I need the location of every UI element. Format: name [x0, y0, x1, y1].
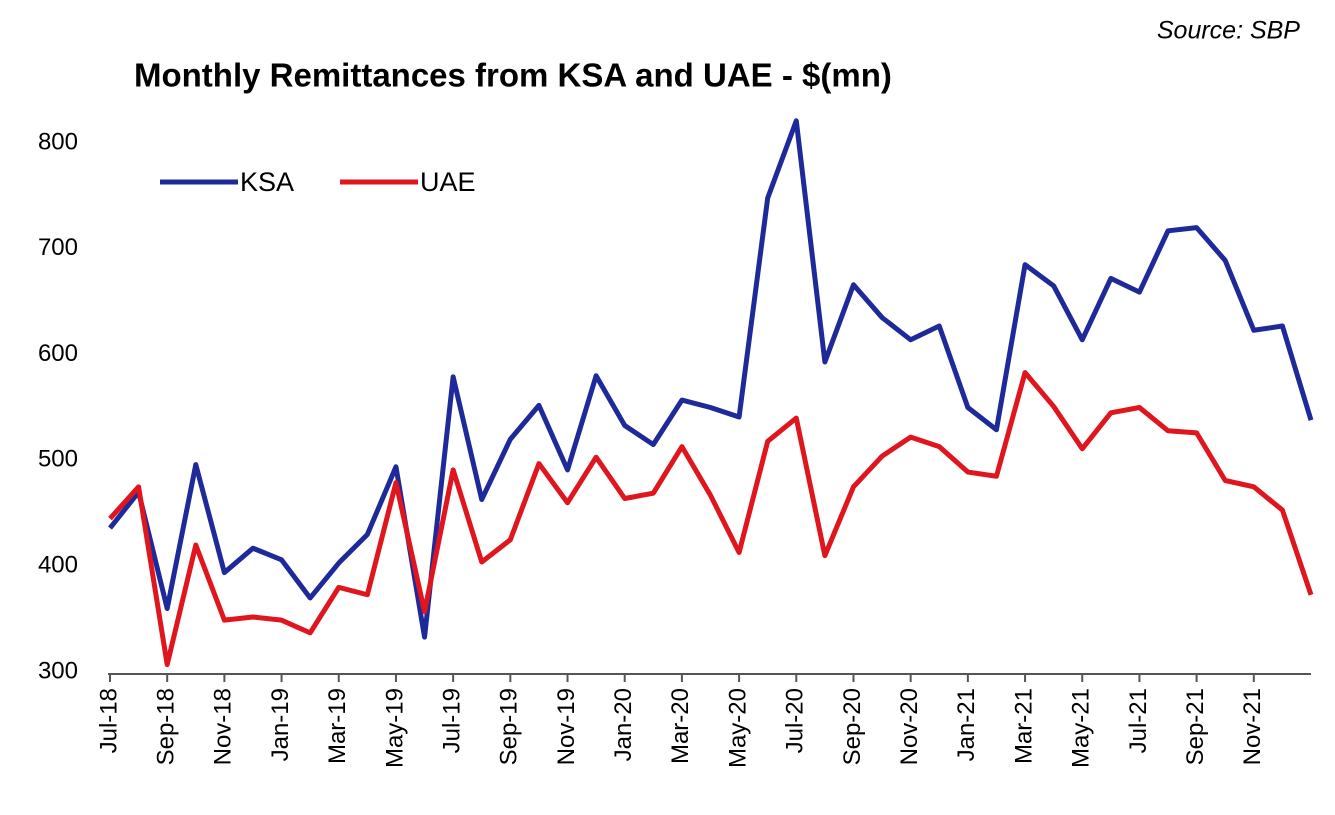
x-tick-label: May-21: [1068, 688, 1095, 768]
y-tick-label: 600: [38, 340, 78, 367]
line-series: [108, 370, 1314, 668]
x-tick-label: Jul-18: [95, 688, 122, 753]
x-tick-label: Nov-18: [210, 688, 237, 765]
x-tick-label: Sep-18: [153, 688, 180, 765]
x-tick-label: Jan-20: [610, 688, 637, 761]
x-tick-label: Jan-19: [267, 688, 294, 761]
x-tick-label: Jul-20: [782, 688, 809, 753]
y-tick-label: 700: [38, 234, 78, 261]
legend-label: KSA: [240, 167, 294, 197]
x-tick-label: Jan-21: [953, 688, 980, 761]
x-tick-label: May-20: [724, 688, 751, 768]
legend-label: UAE: [420, 167, 476, 197]
x-tick-label: Sep-21: [1182, 688, 1209, 765]
x-tick-label: Jul-19: [438, 688, 465, 753]
x-tick-label: Jul-21: [1125, 688, 1152, 753]
y-tick-label: 800: [38, 128, 78, 155]
y-tick-label: 300: [38, 657, 78, 684]
x-tick-label: Sep-20: [839, 688, 866, 765]
y-tick-label: 500: [38, 446, 78, 473]
x-tick-label: Nov-19: [553, 688, 580, 765]
x-tick-label: May-19: [381, 688, 408, 768]
x-tick-label: Nov-21: [1239, 688, 1266, 765]
x-tick-label: Nov-20: [896, 688, 923, 765]
chart-title: Monthly Remittances from KSA and UAE - $…: [134, 57, 892, 94]
y-tick-label: 400: [38, 552, 78, 579]
x-tick-label: Mar-20: [667, 688, 694, 764]
x-tick-label: Mar-21: [1010, 688, 1037, 764]
x-tick-label: Sep-19: [496, 688, 523, 765]
line-series: [108, 118, 1314, 640]
source-note: Source: SBP: [1157, 17, 1300, 45]
x-tick-label: Mar-19: [324, 688, 351, 764]
